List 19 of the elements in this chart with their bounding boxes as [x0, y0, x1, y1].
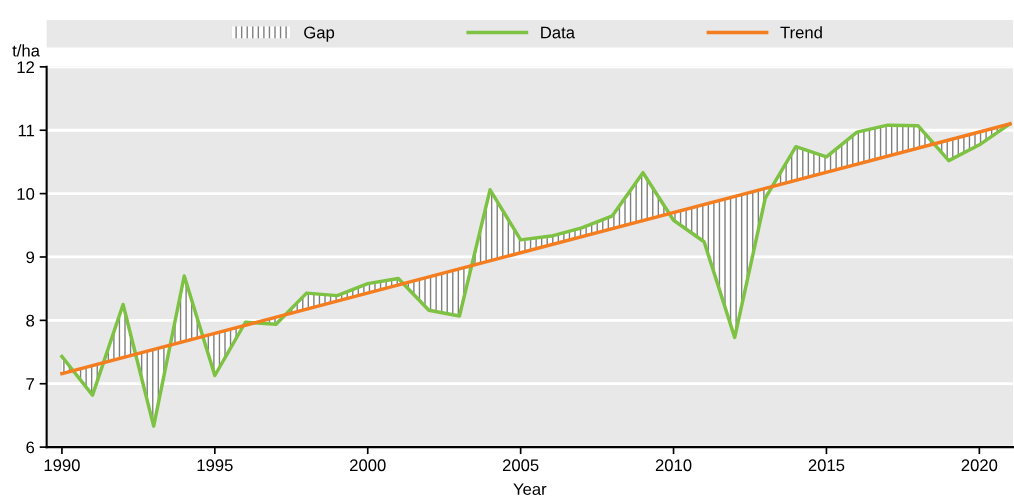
x-tick-label: 1990 — [44, 459, 80, 472]
x-tick-label: 2020 — [961, 459, 998, 472]
y-tick-label: 11 — [18, 124, 35, 137]
x-axis-title: Year — [513, 483, 547, 496]
x-tick-label: 2010 — [655, 459, 692, 472]
y-axis-title: t/ha — [12, 44, 40, 57]
x-tick-label: 2015 — [808, 459, 845, 472]
x-tick-label: 1995 — [197, 459, 233, 472]
y-tick-label: 10 — [17, 188, 35, 200]
x-tick-label: 2005 — [502, 459, 539, 472]
legend-label: Gap — [304, 26, 335, 42]
x-tick-label: 2000 — [350, 459, 386, 472]
legend-label: Trend — [780, 26, 822, 39]
y-tick-label: 12 — [17, 61, 34, 73]
y-tick-label: 7 — [26, 378, 34, 390]
y-tick-label: 8 — [26, 314, 35, 327]
y-tick-label: 9 — [26, 251, 35, 264]
y-tick-label: 6 — [26, 441, 35, 454]
legend-label: Data — [541, 26, 576, 39]
